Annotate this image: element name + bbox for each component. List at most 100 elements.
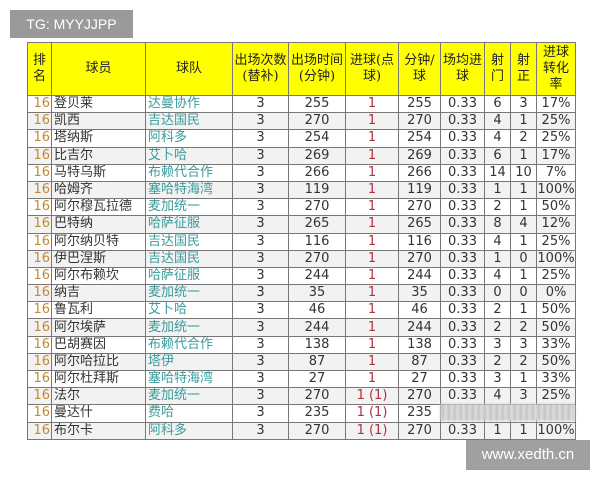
cell-shots-on-target: 1 xyxy=(510,232,537,251)
cell-minutes-per-goal: 269 xyxy=(398,146,441,165)
cell-shots: 4 xyxy=(484,112,511,131)
cell-rank: 16 xyxy=(27,404,52,423)
cell-rank: 16 xyxy=(27,352,52,372)
cell-goals: 1 xyxy=(345,215,399,234)
cell-team: 麦加统一 xyxy=(145,387,233,406)
table-row: 16 凯西 吉达国民 3 270 1 270 0.33 4 1 25% xyxy=(27,112,576,131)
cell-goals: 1 xyxy=(345,163,399,182)
cell-player: 巴特纳 xyxy=(51,215,146,234)
cell-player: 布尔卡 xyxy=(51,421,146,440)
cell-goals-per-game: 0.33 xyxy=(440,266,485,286)
cell-player: 纳吉 xyxy=(51,284,146,303)
cell-goals-per-game: 0.33 xyxy=(440,284,485,303)
cell-goals-per-game: 0.33 xyxy=(440,369,485,389)
cell-shots: 0 xyxy=(484,284,511,303)
cell-minutes-per-goal: 119 xyxy=(398,180,441,200)
cell-rank: 16 xyxy=(27,266,52,286)
cell-appearances: 3 xyxy=(232,352,289,372)
cell-minutes-per-goal: 244 xyxy=(398,318,441,337)
cell-shots: 6 xyxy=(484,146,511,165)
cell-minutes-per-goal: 270 xyxy=(398,112,441,131)
table-row: 16 哈姆齐 塞哈特海湾 3 119 1 119 0.33 1 1 100% xyxy=(27,180,576,200)
cell-minutes: 244 xyxy=(288,318,346,337)
cell-shots: 3 xyxy=(484,335,511,354)
cell-player: 伊巴涅斯 xyxy=(51,249,146,268)
cell-team: 麦加统一 xyxy=(145,198,233,217)
cell-minutes: 270 xyxy=(288,249,346,268)
cell-conversion-rate: 50% xyxy=(536,352,576,372)
cell-shots: 4 xyxy=(484,232,511,251)
cell-shots: 4 xyxy=(484,266,511,286)
cell-team: 哈萨征服 xyxy=(145,215,233,234)
cell-minutes: 270 xyxy=(288,112,346,131)
cell-team: 塞哈特海湾 xyxy=(145,180,233,200)
cell-rank: 16 xyxy=(27,180,52,200)
cell-appearances: 3 xyxy=(232,369,289,389)
cell-shots-on-target: 1 xyxy=(510,301,537,320)
table-row: 16 巴特纳 哈萨征服 3 265 1 265 0.33 8 4 12% xyxy=(27,215,576,234)
cell-appearances: 3 xyxy=(232,94,289,114)
cell-goals-per-game: 0.33 xyxy=(440,318,485,337)
cell-rank: 16 xyxy=(27,369,52,389)
cell-rank: 16 xyxy=(27,249,52,268)
cell-team: 艾卜哈 xyxy=(145,301,233,320)
cell-player: 马特乌斯 xyxy=(51,163,146,182)
cell-minutes-per-goal: 235 xyxy=(398,404,441,423)
cell-shots: 1 xyxy=(484,249,511,268)
cell-minutes-per-goal: 27 xyxy=(398,369,441,389)
cell-goals: 1 xyxy=(345,284,399,303)
cell-player: 阿尔杜拜斯 xyxy=(51,369,146,389)
cell-shots: 2 xyxy=(484,301,511,320)
cell-player: 阿尔穆瓦拉德 xyxy=(51,198,146,217)
cell-shots: 2 xyxy=(484,198,511,217)
cell-player: 阿尔埃萨 xyxy=(51,318,146,337)
cell-goals: 1 xyxy=(345,129,399,148)
scorers-table: 排名 球员 球队 出场次数(替补) 出场时间(分钟) 进球(点球) 分钟/球 场均进球 射门 射正… xyxy=(27,42,576,440)
cell-rank: 16 xyxy=(27,112,52,131)
table-row: 16 鲁瓦利 艾卜哈 3 46 1 46 0.33 2 1 50% xyxy=(27,301,576,320)
cell-minutes: 119 xyxy=(288,180,346,200)
cell-appearances: 3 xyxy=(232,421,289,440)
cell-player: 凯西 xyxy=(51,112,146,131)
cell-team: 麦加统一 xyxy=(145,318,233,337)
cell-goals: 1 xyxy=(345,180,399,200)
cell-team: 吉达国民 xyxy=(145,232,233,251)
cell-shots-on-target: 1 xyxy=(510,146,537,165)
cell-goals-per-game: 0.33 xyxy=(440,94,485,114)
cell-appearances: 3 xyxy=(232,146,289,165)
cell-shots-on-target: 2 xyxy=(510,129,537,148)
cell-appearances: 3 xyxy=(232,301,289,320)
cell-shots: 4 xyxy=(484,387,511,406)
table-row: 16 阿尔布赖坎 哈萨征服 3 244 1 244 0.33 4 1 25% xyxy=(27,266,576,286)
cell-minutes-per-goal: 270 xyxy=(398,387,441,406)
cell-minutes-per-goal: 255 xyxy=(398,94,441,114)
cell-player: 鲁瓦利 xyxy=(51,301,146,320)
cell-rank: 16 xyxy=(27,232,52,251)
cell-conversion-rate: 25% xyxy=(536,387,576,406)
cell-team: 麦加统一 xyxy=(145,284,233,303)
cell-shots-on-target: 1 xyxy=(510,180,537,200)
cell-goals: 1 xyxy=(345,318,399,337)
cell-goals-per-game: 0.33 xyxy=(440,146,485,165)
cell-conversion-rate: 33% xyxy=(536,335,576,354)
cell-shots: 14 xyxy=(484,163,511,182)
cell-shots-on-target: 3 xyxy=(510,387,537,406)
cell-goals: 1 xyxy=(345,249,399,268)
cell-minutes-per-goal: 35 xyxy=(398,284,441,303)
table-row: 16 布尔卡 阿科多 3 270 1 (1) 270 0.33 1 1 100% xyxy=(27,421,576,440)
cell-rank: 16 xyxy=(27,335,52,354)
header-player: 球员 xyxy=(51,42,146,96)
cell-shots-on-target: 3 xyxy=(510,94,537,114)
blurred-region xyxy=(440,404,575,421)
cell-shots-on-target: 1 xyxy=(510,369,537,389)
header-goals-per-game: 场均进球 xyxy=(440,42,485,96)
cell-goals-per-game: 0.33 xyxy=(440,180,485,200)
cell-rank: 16 xyxy=(27,215,52,234)
cell-rank: 16 xyxy=(27,387,52,406)
header-shots-on-target: 射正 xyxy=(510,42,537,96)
cell-shots: 1 xyxy=(484,421,511,440)
cell-shots-on-target: 0 xyxy=(510,284,537,303)
cell-shots: 8 xyxy=(484,215,511,234)
cell-team: 塞哈特海湾 xyxy=(145,369,233,389)
cell-appearances: 3 xyxy=(232,232,289,251)
